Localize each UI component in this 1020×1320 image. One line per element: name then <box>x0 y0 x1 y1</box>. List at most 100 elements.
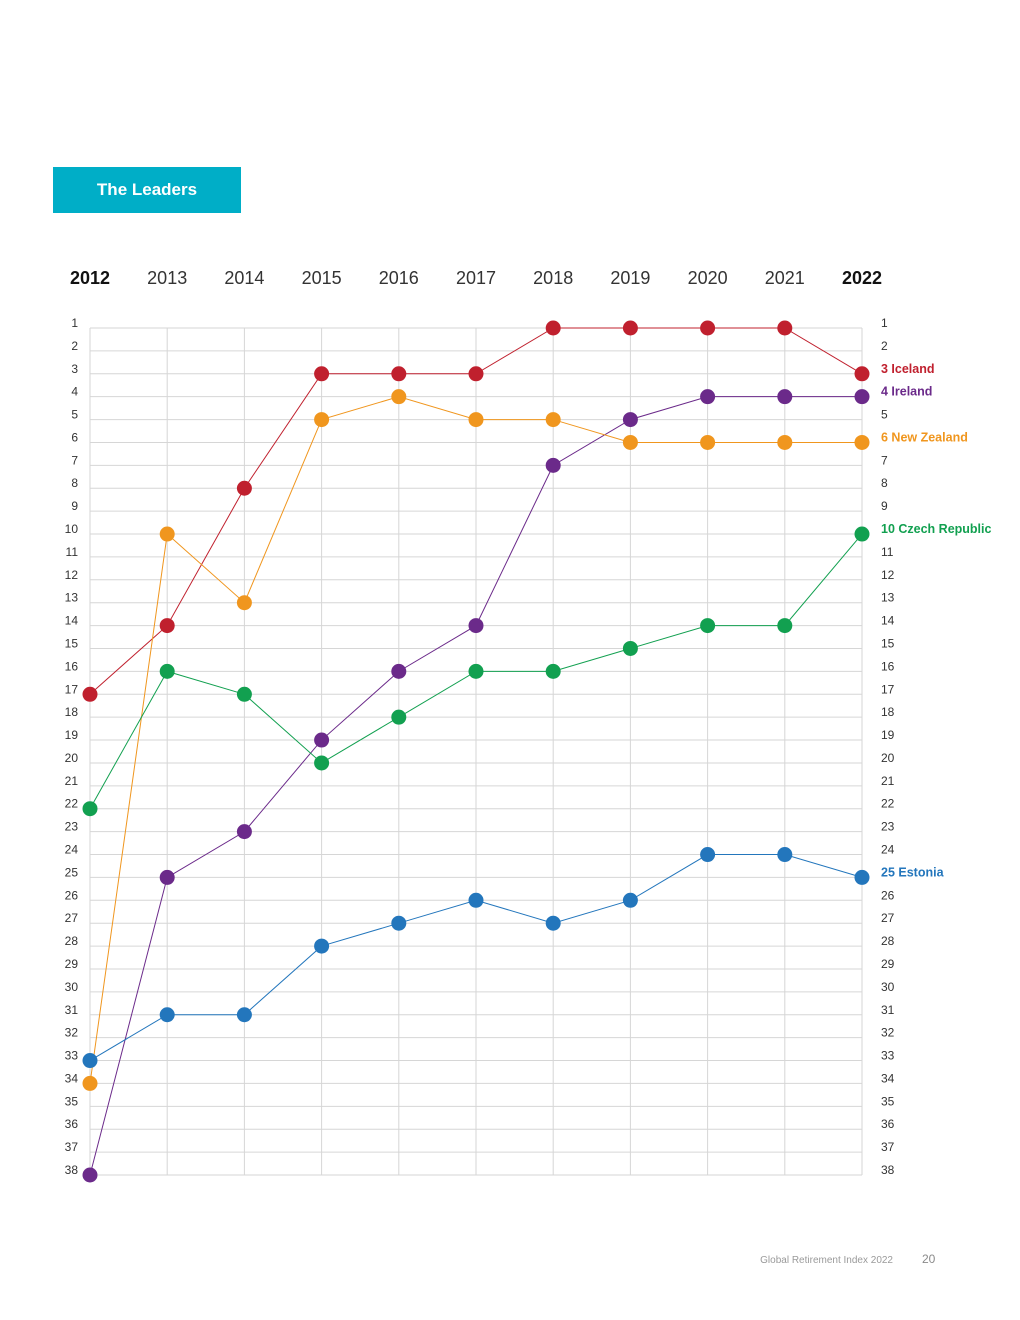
data-point-ireland <box>854 389 870 405</box>
year-tick-label: 2021 <box>765 268 805 288</box>
rank-tick-label-left: 31 <box>65 1003 79 1017</box>
rank-tick-label-right: 36 <box>881 1117 895 1131</box>
data-point-estonia <box>391 915 407 931</box>
data-point-estonia <box>82 1053 98 1069</box>
data-point-new-zealand <box>854 434 870 450</box>
rank-tick-label-right: 32 <box>881 1026 895 1040</box>
data-point-new-zealand <box>468 412 484 428</box>
data-point-iceland <box>391 366 407 382</box>
series-end-label: 4 Ireland <box>881 385 932 399</box>
series-end-label: 10 Czech Republic <box>881 522 991 536</box>
rank-tick-label-right: 17 <box>881 682 895 696</box>
rank-tick-label-right: 24 <box>881 843 895 857</box>
rank-tick-label-left: 29 <box>65 957 79 971</box>
data-point-estonia <box>622 892 638 908</box>
data-point-new-zealand <box>700 434 716 450</box>
data-point-ireland <box>622 412 638 428</box>
year-tick-label: 2022 <box>842 268 882 288</box>
rank-tick-label-right: 13 <box>881 591 895 605</box>
rank-tick-label-right: 28 <box>881 934 895 948</box>
rank-tick-label-right: 26 <box>881 888 895 902</box>
rank-tick-label-left: 23 <box>65 820 79 834</box>
year-tick-label: 2020 <box>688 268 728 288</box>
data-point-ireland <box>391 663 407 679</box>
rank-tick-label-left: 6 <box>71 430 78 444</box>
rank-tick-label-left: 24 <box>65 843 79 857</box>
rank-tick-label-right: 27 <box>881 911 895 925</box>
rank-tick-label-left: 27 <box>65 911 79 925</box>
data-point-estonia <box>159 1007 175 1023</box>
series-end-label: 6 New Zealand <box>881 430 968 444</box>
data-point-czech-republic <box>82 801 98 817</box>
rank-tick-label-right: 22 <box>881 797 895 811</box>
data-point-estonia <box>545 915 561 931</box>
data-point-iceland <box>236 480 252 496</box>
series-end-labels: 3 Iceland 4 Ireland 6 New Zealand 10 Czech … <box>881 362 991 880</box>
rank-tick-label-right: 14 <box>881 614 895 628</box>
rank-tick-label-left: 13 <box>65 591 79 605</box>
rank-tick-label-left: 11 <box>66 545 79 559</box>
data-point-new-zealand <box>236 595 252 611</box>
rank-tick-label-right: 7 <box>881 453 888 467</box>
data-point-new-zealand <box>545 412 561 428</box>
data-point-czech-republic <box>391 709 407 725</box>
rank-tick-label-left: 2 <box>71 339 78 353</box>
rank-tick-label-right: 19 <box>881 728 895 742</box>
rank-tick-label-left: 8 <box>71 476 78 490</box>
data-point-czech-republic <box>777 618 793 634</box>
rank-tick-label-right: 15 <box>881 636 895 650</box>
rank-tick-label-left: 28 <box>65 934 79 948</box>
rank-tick-label-right: 5 <box>881 408 888 422</box>
rank-tick-label-right: 20 <box>881 751 895 765</box>
year-axis: 2012 2013 2014 2015 2016 2017 2018 2019 2020 2021… <box>70 268 882 288</box>
data-point-estonia <box>700 847 716 863</box>
rank-tick-label-left: 17 <box>65 682 79 696</box>
series-end-label: 25 Estonia <box>881 865 945 879</box>
rank-tick-label-left: 10 <box>65 522 79 536</box>
data-point-czech-republic <box>159 663 175 679</box>
data-point-czech-republic <box>468 663 484 679</box>
rank-tick-label-right: 21 <box>881 774 895 788</box>
rank-tick-label-left: 16 <box>65 659 79 673</box>
rank-tick-label-right: 11 <box>881 545 894 559</box>
footer-document-title: Global Retirement Index 2022 <box>760 1255 893 1266</box>
rank-tick-label-left: 18 <box>65 705 79 719</box>
data-point-new-zealand <box>391 389 407 405</box>
data-point-iceland <box>159 618 175 634</box>
rank-tick-label-left: 25 <box>65 865 79 879</box>
rank-tick-label-left: 9 <box>71 499 78 513</box>
data-point-ireland <box>700 389 716 405</box>
rank-tick-label-left: 38 <box>65 1163 79 1177</box>
rank-tick-label-right: 8 <box>881 476 888 490</box>
rank-tick-label-left: 20 <box>65 751 79 765</box>
data-point-czech-republic <box>236 686 252 702</box>
page-footer: Global Retirement Index 2022 20 <box>0 1252 1020 1272</box>
rank-tick-label-left: 35 <box>65 1094 79 1108</box>
data-point-iceland <box>777 320 793 336</box>
rank-tick-label-right: 38 <box>881 1163 895 1177</box>
data-point-ireland <box>468 618 484 634</box>
rank-tick-label-left: 22 <box>65 797 79 811</box>
year-tick-label: 2016 <box>379 268 419 288</box>
data-point-czech-republic <box>545 663 561 679</box>
data-point-czech-republic <box>622 640 638 656</box>
rank-tick-label-left: 1 <box>71 316 78 330</box>
rank-tick-label-left: 5 <box>71 408 78 422</box>
rank-tick-label-right: 30 <box>881 980 895 994</box>
data-point-new-zealand <box>82 1075 98 1091</box>
rank-tick-label-right: 18 <box>881 705 895 719</box>
year-tick-label: 2013 <box>147 268 187 288</box>
rank-tick-label-left: 32 <box>65 1026 79 1040</box>
rank-tick-label-right: 29 <box>881 957 895 971</box>
data-point-iceland <box>468 366 484 382</box>
data-point-ireland <box>545 457 561 473</box>
data-point-iceland <box>545 320 561 336</box>
rank-tick-label-right: 9 <box>881 499 888 513</box>
series-points <box>82 320 870 1183</box>
year-tick-label: 2015 <box>302 268 342 288</box>
rank-tick-label-left: 15 <box>65 636 79 650</box>
data-point-iceland <box>622 320 638 336</box>
data-point-new-zealand <box>159 526 175 542</box>
rank-tick-label-right: 33 <box>881 1049 895 1063</box>
